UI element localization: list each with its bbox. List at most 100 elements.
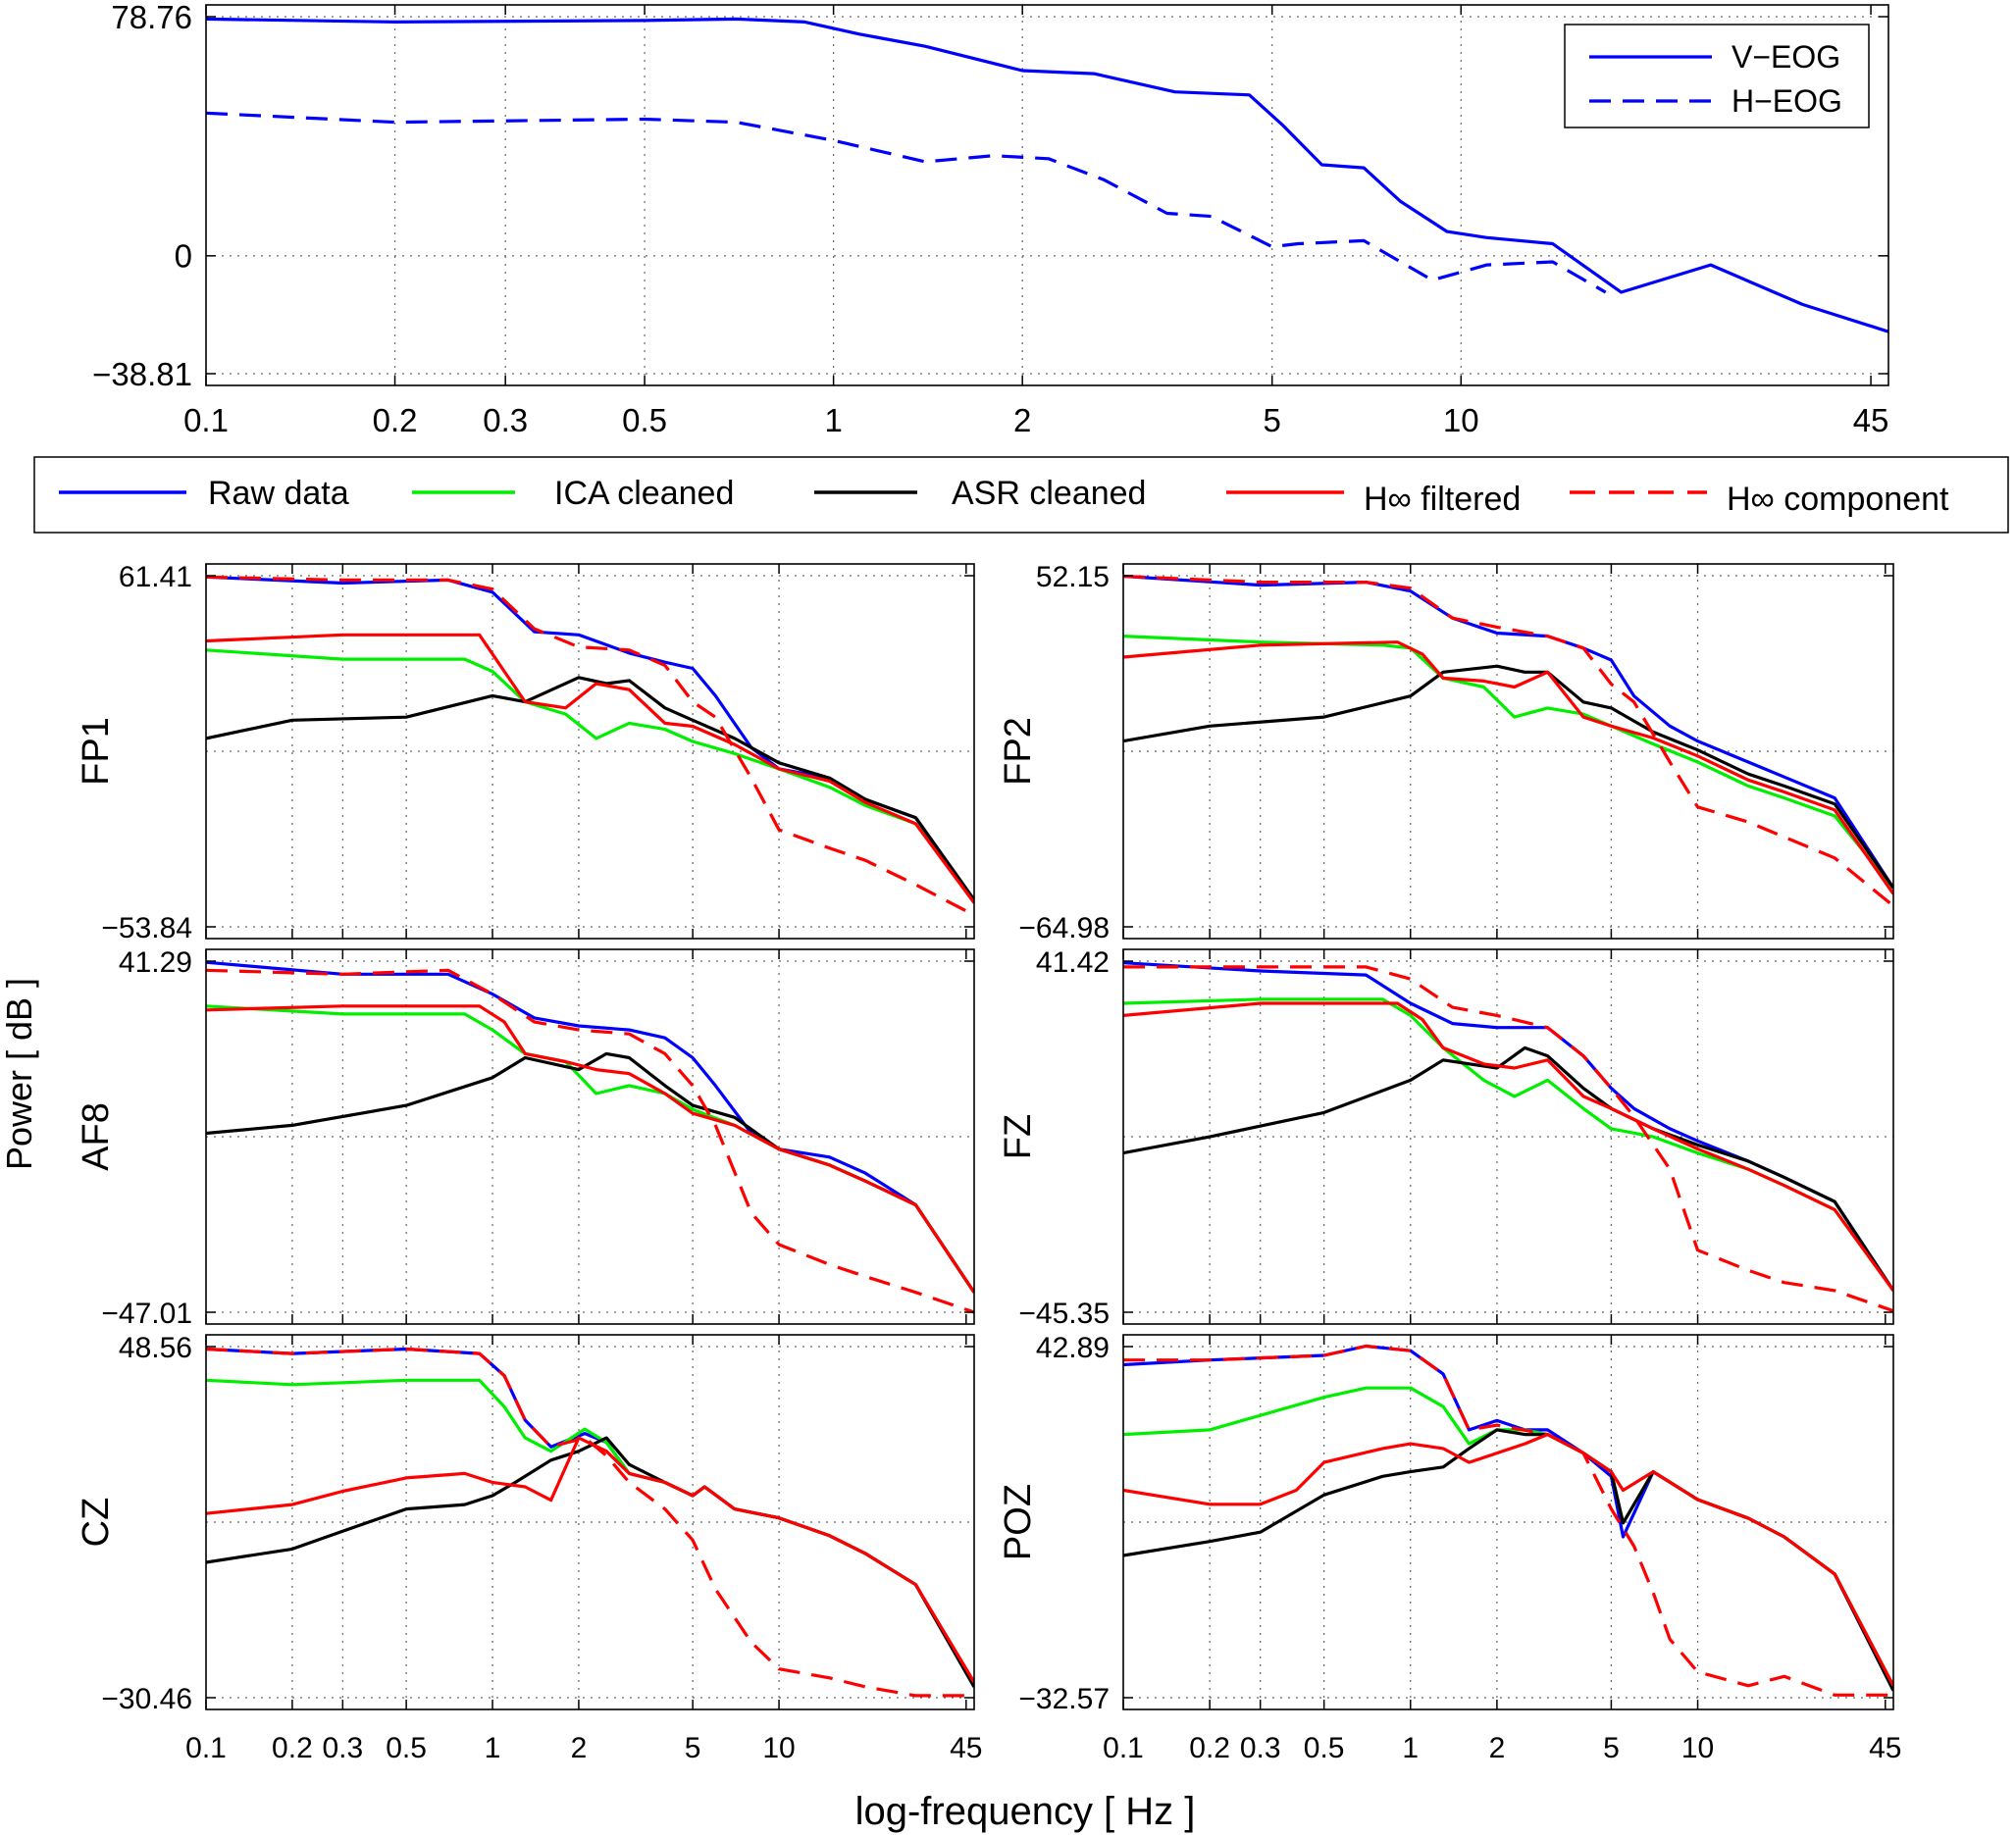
fz-series-asr-cleaned xyxy=(1123,1045,1893,1292)
poz-ytick-label: −32.57 xyxy=(1018,1683,1110,1715)
fp1-series-hinf-component xyxy=(206,575,974,917)
af8-channel-label: AF8 xyxy=(76,1102,117,1171)
main-legend-label-hinf-filtered: H∞ filtered xyxy=(1364,481,1521,518)
fp2-ytick-label: −64.98 xyxy=(1018,912,1110,944)
fp2-series-hinf-filtered xyxy=(1123,640,1893,895)
poz-xtick-label: 45 xyxy=(1869,1732,1901,1764)
eog-xtick-label: 0.1 xyxy=(183,402,229,438)
fp1-series-group xyxy=(206,575,974,917)
fz-panel: −45.35 41.42 FZ xyxy=(998,946,1894,1330)
cz-plot-area xyxy=(206,1335,974,1709)
fp2-series-ica-cleaned xyxy=(1123,635,1893,890)
fp2-ytick-label: 52.15 xyxy=(1036,561,1110,593)
poz-series-hinf-filtered xyxy=(1123,1432,1893,1687)
fp1-series-ica-cleaned xyxy=(206,648,974,901)
fp2-series-hinf-component xyxy=(1123,574,1893,907)
af8-ytick-label: 41.29 xyxy=(119,946,192,979)
eog-xtick-label: 1 xyxy=(824,402,842,438)
fp1-channel-label: FP1 xyxy=(76,717,117,786)
poz-channel-label: POZ xyxy=(998,1484,1039,1560)
eog-series-group xyxy=(206,17,1888,333)
fp2-frame xyxy=(1122,563,1894,940)
eog-frame xyxy=(205,4,1889,386)
eog-xtick-label: 0.5 xyxy=(622,402,667,438)
fp2-series-asr-cleaned xyxy=(1123,664,1893,890)
af8-series-raw-data xyxy=(206,960,974,1294)
eog-legend-label-h-eog: H−EOG xyxy=(1732,83,1842,119)
cz-series-hinf-component xyxy=(206,1347,974,1698)
fz-frame xyxy=(1122,948,1894,1325)
main-legend-label-ica: ICA cleaned xyxy=(554,475,734,512)
fz-ytick-label: 41.42 xyxy=(1036,946,1110,979)
poz-panel: 0.1 0.2 0.3 0.5 1 2 5 10 45 −32.57 42.89 POZ xyxy=(998,1332,1901,1764)
poz-frame xyxy=(1122,1334,1894,1710)
main-legend-label-raw: Raw data xyxy=(208,475,349,512)
fp1-plot-area xyxy=(206,564,974,939)
cz-ytick-label: 48.56 xyxy=(119,1332,192,1364)
main-legend-label-asr: ASR cleaned xyxy=(952,475,1146,512)
eog-legend-label-v-eog: V−EOG xyxy=(1732,39,1840,75)
cz-frame xyxy=(205,1334,975,1710)
fz-series-hinf-component xyxy=(1123,965,1893,1313)
fp1-frame xyxy=(205,563,975,940)
eog-panel: 0.1 0.2 0.3 0.5 1 2 5 10 45 −38.81 0 78.76 V−EOG H−EO… xyxy=(92,0,1889,438)
main-legend-item-asr: ASR cleaned xyxy=(814,475,1146,512)
eog-legend-box xyxy=(1564,24,1870,128)
cz-xtick-label: 2 xyxy=(571,1732,588,1764)
poz-xtick-label: 10 xyxy=(1681,1732,1714,1764)
af8-series-group xyxy=(206,960,974,1314)
poz-ytick-label: 42.89 xyxy=(1036,1332,1110,1364)
poz-xtick-label: 0.5 xyxy=(1304,1732,1345,1764)
fz-series-group xyxy=(1123,961,1893,1313)
fz-series-hinf-filtered xyxy=(1123,1001,1893,1292)
poz-series-group xyxy=(1123,1344,1893,1697)
af8-frame xyxy=(205,948,975,1325)
eog-xtick-label: 0.3 xyxy=(483,402,528,438)
main-legend: Raw data ICA cleaned ASR cleaned H∞ filt… xyxy=(33,456,2009,534)
cz-panel: 0.1 0.2 0.3 0.5 1 2 5 10 45 −30.46 48.56 CZ xyxy=(76,1332,983,1764)
eog-ytick-label: 78.76 xyxy=(111,0,192,35)
eog-series-h-eog xyxy=(206,111,1607,294)
poz-xtick-label: 0.3 xyxy=(1240,1732,1281,1764)
fp1-ytick-label: 61.41 xyxy=(119,561,192,593)
poz-xtick-label: 2 xyxy=(1489,1732,1506,1764)
eog-xtick-label: 10 xyxy=(1443,402,1479,438)
af8-plot-area xyxy=(206,949,974,1324)
fp1-panel: −53.84 61.41 FP1 xyxy=(76,561,975,944)
poz-xtick-label: 1 xyxy=(1402,1732,1419,1764)
fz-channel-label: FZ xyxy=(998,1114,1039,1159)
eog-xtick-label: 5 xyxy=(1264,402,1281,438)
figure-ylabel: Power [ dB ] xyxy=(0,978,39,1170)
fp2-series-raw-data xyxy=(1123,574,1893,890)
fp2-panel: −64.98 52.15 FP2 xyxy=(998,561,1894,944)
eog-xtick-label: 45 xyxy=(1853,402,1889,438)
poz-xtick-label: 0.1 xyxy=(1103,1732,1144,1764)
fp2-channel-label: FP2 xyxy=(998,717,1039,786)
eog-ytick-label: −38.81 xyxy=(92,356,192,392)
cz-xtick-label: 0.5 xyxy=(386,1732,427,1764)
af8-series-hinf-filtered xyxy=(206,1004,974,1294)
fp1-ytick-label: −53.84 xyxy=(101,912,192,944)
poz-xtick-label: 0.2 xyxy=(1189,1732,1230,1764)
eog-legend: V−EOG H−EOG xyxy=(1564,24,1870,128)
poz-xtick-label: 5 xyxy=(1603,1732,1620,1764)
eog-ytick-label: 0 xyxy=(175,238,192,275)
cz-xtick-label: 45 xyxy=(950,1732,982,1764)
poz-series-hinf-component xyxy=(1123,1344,1893,1697)
af8-ytick-label: −47.01 xyxy=(101,1298,192,1330)
cz-xtick-label: 10 xyxy=(762,1732,795,1764)
af8-panel: −47.01 41.29 AF8 xyxy=(76,946,975,1330)
main-legend-item-raw: Raw data xyxy=(59,475,349,512)
cz-xtick-label: 1 xyxy=(485,1732,501,1764)
af8-series-hinf-component xyxy=(206,968,974,1314)
cz-series-hinf-filtered xyxy=(206,1436,974,1684)
cz-xtick-label: 0.2 xyxy=(272,1732,313,1764)
cz-series-group xyxy=(206,1347,974,1698)
eog-xtick-label: 0.2 xyxy=(373,402,418,438)
cz-channel-label: CZ xyxy=(76,1498,117,1548)
cz-xtick-label: 5 xyxy=(685,1732,701,1764)
eog-xtick-label: 2 xyxy=(1013,402,1031,438)
cz-xtick-label: 0.1 xyxy=(185,1732,227,1764)
eog-series-v-eog xyxy=(206,17,1888,333)
